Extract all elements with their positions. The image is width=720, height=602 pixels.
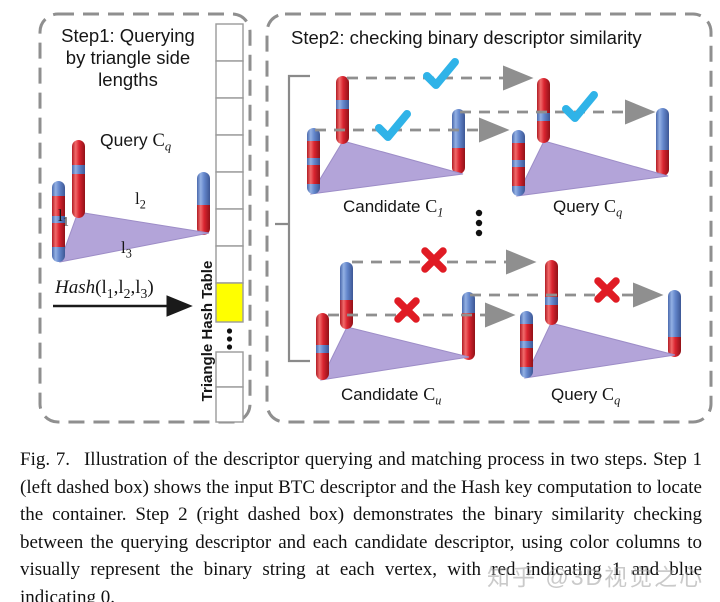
step1-title: Step1: Querying by triangle side lengths <box>61 25 195 90</box>
candidate-cu-label: Candidate Cu <box>341 384 442 408</box>
figure-number: Fig. 7. <box>20 449 70 470</box>
candidate-c1-label: Candidate C1 <box>343 196 444 220</box>
query-cq-figure-row1 <box>512 78 669 197</box>
pillar-top <box>537 78 550 143</box>
watermark: 知乎 @3D视觉之心 <box>487 564 705 590</box>
pillar-right <box>668 290 681 357</box>
pillar-right <box>462 292 475 360</box>
pillar-left <box>307 128 320 194</box>
hash-table-title: Triangle Hash Table <box>199 260 216 402</box>
check-icon <box>375 110 411 141</box>
vertical-ellipsis <box>475 209 483 237</box>
triangle-face <box>516 140 669 197</box>
side-length-l1-label: l1 <box>58 206 69 229</box>
step2-dashed-box <box>265 12 713 424</box>
candidate-cu-figure <box>316 262 475 381</box>
triangle-hash-table <box>215 23 244 423</box>
check-icon <box>423 58 459 89</box>
step2-title: Step2: checking binary descriptor simila… <box>291 27 642 48</box>
pillar-right <box>197 172 210 235</box>
caption-text: Illustration of the descriptor querying … <box>20 449 702 602</box>
candidate-c1-figure <box>307 76 465 195</box>
query-triangle-step1 <box>52 140 210 263</box>
hash-table-ellipsis <box>226 328 233 350</box>
query-cq-label-row2: Query Cq <box>551 384 621 408</box>
query-cq-label-row1: Query Cq <box>553 196 623 220</box>
hash-function-label: Hash(l1,l2,l3) <box>55 277 154 301</box>
triangle-face <box>59 211 210 263</box>
highlighted-hash-cell <box>215 282 244 323</box>
step1-query-label: Query Cq <box>100 130 172 154</box>
pillar-top <box>545 260 558 325</box>
pillar-left <box>52 181 65 262</box>
triangle-face <box>310 140 464 195</box>
cross-icon <box>421 247 447 273</box>
pillar-right <box>452 109 465 174</box>
figure-caption: Fig. 7. Illustration of the descriptor qu… <box>20 446 702 602</box>
pillar-top <box>72 140 85 218</box>
query-cq-figure-row2 <box>520 260 681 379</box>
pillar-right <box>656 108 669 176</box>
cross-icon <box>394 297 420 323</box>
comparison-arrows-row1 <box>315 58 656 143</box>
comparison-arrows-row2 <box>328 247 664 328</box>
side-length-l2-label: l2 <box>135 189 146 212</box>
figure-canvas <box>38 12 713 424</box>
side-length-l3-label: l3 <box>121 238 132 261</box>
cross-icon <box>594 277 620 303</box>
pillar-top <box>340 262 353 329</box>
pillar-top <box>336 76 349 144</box>
triangle-face <box>524 322 676 379</box>
step1-dashed-box <box>38 12 252 424</box>
pillar-left <box>316 313 329 380</box>
triangle-face <box>320 326 470 381</box>
pillar-left <box>520 311 533 378</box>
pillar-left <box>512 130 525 196</box>
check-icon <box>562 91 598 122</box>
candidate-set-bracket <box>275 74 310 363</box>
